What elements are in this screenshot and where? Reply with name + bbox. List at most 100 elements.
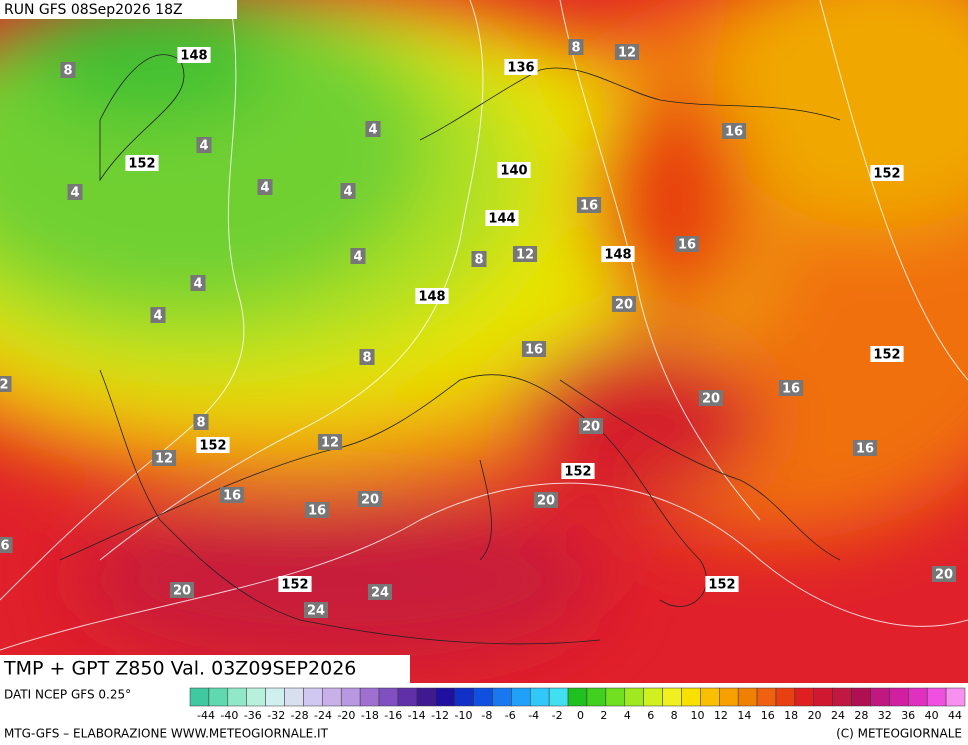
temperature-label: 4 xyxy=(196,137,212,154)
temperature-label: 2 xyxy=(0,376,12,393)
temperature-label-box xyxy=(568,39,584,55)
height-label-box xyxy=(705,576,739,592)
temperature-label: 12 xyxy=(151,450,177,467)
temperature-label-box xyxy=(196,137,212,153)
temperature-label-text: 4 xyxy=(153,309,162,324)
height-label: 148 xyxy=(177,47,211,64)
temperature-label-box xyxy=(365,121,381,137)
height-label-text: 152 xyxy=(564,465,591,480)
height-label: 152 xyxy=(125,155,159,172)
temperature-label-box xyxy=(169,582,195,598)
height-label: 152 xyxy=(870,165,904,182)
temperature-label-box xyxy=(0,376,12,392)
coastlines xyxy=(59,54,841,645)
scale-label: -32 xyxy=(267,709,285,722)
temperature-label-text: 8 xyxy=(571,41,580,56)
scale-label: 24 xyxy=(831,709,845,722)
scale-label: 0 xyxy=(577,709,584,722)
color-swatch xyxy=(756,687,777,707)
height-label: 140 xyxy=(497,162,531,179)
credit-text: MTG-GFS – ELABORAZIONE WWW.METEOGIORNALE… xyxy=(4,727,329,741)
contours xyxy=(0,0,968,651)
color-swatch xyxy=(700,687,720,707)
temperature-label: 8 xyxy=(568,39,584,56)
temperature-label-text: 8 xyxy=(362,351,371,366)
temperature-label-box xyxy=(60,62,76,78)
temperature-label: 20 xyxy=(578,418,604,435)
scale-label: 44 xyxy=(948,709,962,722)
temperature-label: 4 xyxy=(350,248,366,265)
temperature-label-box xyxy=(521,341,547,357)
color-swatch xyxy=(284,687,304,707)
temperature-label-text: 4 xyxy=(368,123,377,138)
height-label: 152 xyxy=(561,463,595,480)
height-label-box xyxy=(415,288,449,304)
temperature-label-box xyxy=(151,450,177,466)
height-label-text: 152 xyxy=(199,439,226,454)
color-swatch xyxy=(473,687,493,707)
color-swatch xyxy=(870,687,890,707)
scale-label: 6 xyxy=(647,709,654,722)
color-swatch xyxy=(227,687,247,707)
temperature-label-text: 20 xyxy=(537,494,555,509)
height-label-box xyxy=(278,576,312,592)
color-swatch xyxy=(813,687,833,707)
height-label-text: 140 xyxy=(500,164,527,179)
temperature-label-text: 16 xyxy=(525,343,543,358)
scale-label: -12 xyxy=(431,709,449,722)
temperature-label-text: 12 xyxy=(321,436,339,451)
temperature-label: 4 xyxy=(150,307,166,324)
temperature-label: 20 xyxy=(698,390,724,407)
color-swatch xyxy=(737,687,758,707)
temperature-label: 20 xyxy=(169,582,195,599)
height-label-box xyxy=(870,346,904,362)
color-swatch xyxy=(378,687,399,707)
temperature-label-text: 2 xyxy=(0,378,9,393)
temperature-label: 20 xyxy=(357,491,383,508)
color-swatch xyxy=(832,687,852,707)
temperature-label-text: 20 xyxy=(702,392,720,407)
height-label-text: 148 xyxy=(180,49,207,64)
color-swatch xyxy=(643,687,663,707)
color-swatch xyxy=(662,687,682,707)
temperature-label-text: 8 xyxy=(63,64,72,79)
temperature-label-box xyxy=(778,380,804,396)
height-label: 148 xyxy=(601,246,635,263)
temperature-label-text: 16 xyxy=(725,125,743,140)
height-label-text: 148 xyxy=(604,248,631,263)
color-swatch xyxy=(851,687,871,707)
color-swatch xyxy=(303,687,323,707)
height-label: 152 xyxy=(196,437,230,454)
scale-label: 8 xyxy=(671,709,678,722)
temperature-label: 12 xyxy=(317,434,343,451)
temperature-label-text: 16 xyxy=(308,504,326,519)
height-label-box xyxy=(870,165,904,181)
temperature-label: 8 xyxy=(193,414,209,431)
scale-label: -18 xyxy=(361,709,379,722)
temperature-label-box xyxy=(852,440,878,456)
temperature-label-text: 12 xyxy=(516,248,534,263)
scale-label: 40 xyxy=(925,709,939,722)
scale-label: -14 xyxy=(408,709,426,722)
temperature-label-box xyxy=(471,251,487,267)
temperature-label-box xyxy=(303,602,329,618)
color-swatch xyxy=(586,687,607,707)
temperature-label-text: 20 xyxy=(935,568,953,583)
color-swatch xyxy=(511,687,531,707)
height-label-text: 152 xyxy=(708,578,735,593)
scale-label: -8 xyxy=(481,709,492,722)
color-swatch xyxy=(945,687,966,707)
scale-label: -4 xyxy=(528,709,539,722)
scale-label: 10 xyxy=(691,709,705,722)
temperature-label: 4 xyxy=(340,183,356,200)
scale-label: -24 xyxy=(314,709,332,722)
temperature-label-text: 4 xyxy=(199,139,208,154)
temperature-field xyxy=(0,0,968,683)
temperature-label-box xyxy=(533,492,559,508)
temperature-label-box xyxy=(698,390,724,406)
temperature-label-box xyxy=(304,502,330,518)
color-swatch xyxy=(908,687,928,707)
height-label-text: 152 xyxy=(281,578,308,593)
temperature-label-text: 4 xyxy=(343,185,352,200)
